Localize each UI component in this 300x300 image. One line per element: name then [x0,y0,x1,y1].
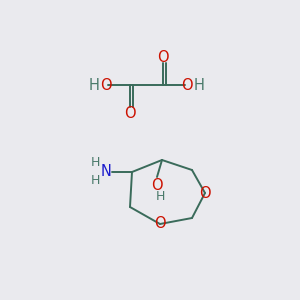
Text: H: H [90,157,100,169]
Text: O: O [151,178,163,193]
Text: H: H [90,175,100,188]
Text: H: H [88,77,99,92]
Text: N: N [100,164,111,179]
Text: O: O [124,106,136,121]
Text: O: O [199,185,211,200]
Text: H: H [155,190,165,203]
Text: O: O [157,50,169,64]
Text: O: O [181,77,193,92]
Text: O: O [100,77,112,92]
Text: H: H [194,77,204,92]
Text: O: O [154,217,166,232]
